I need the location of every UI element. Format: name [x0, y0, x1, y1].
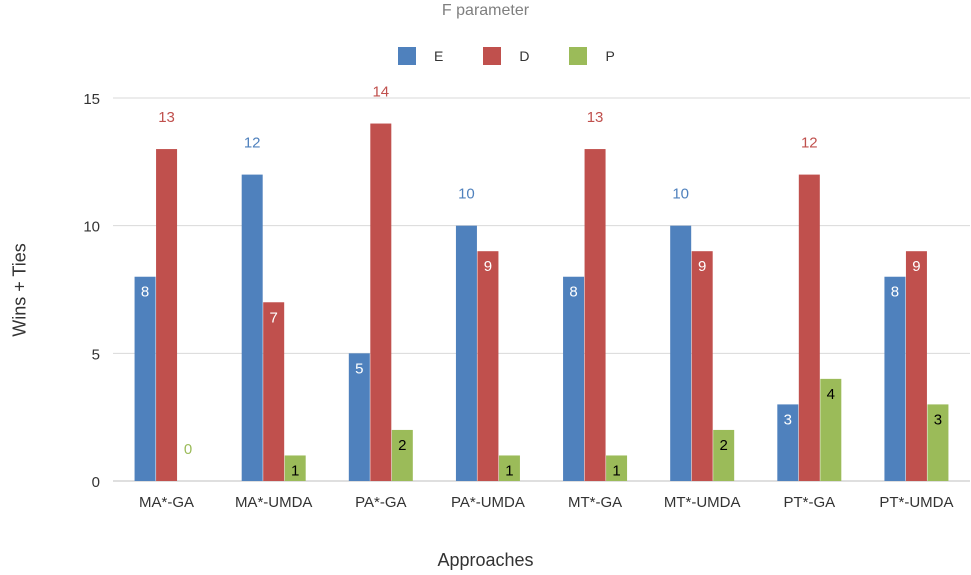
legend-swatch-d [483, 47, 502, 65]
x-tick-label: PA*-GA [355, 494, 406, 511]
data-label-e: 12 [244, 135, 261, 152]
data-label-d: 12 [801, 135, 818, 152]
bar-e [455, 225, 477, 481]
bar-p [284, 455, 306, 481]
bar-e [134, 276, 156, 481]
data-label-e: 10 [458, 186, 475, 203]
bar-e [884, 276, 906, 481]
bar-p [606, 455, 628, 481]
data-label-e: 8 [569, 284, 577, 301]
x-tick-label: PA*-UMDA [451, 494, 525, 511]
data-label-e: 8 [141, 284, 149, 301]
data-label-e: 8 [891, 284, 899, 301]
bar-d [370, 123, 392, 482]
legend-label-e: E [434, 48, 444, 64]
x-tick-label: MT*-UMDA [664, 494, 741, 511]
x-tick-label: MA*-UMDA [235, 494, 313, 511]
chart-title: F parameter [441, 2, 530, 19]
y-tick-label: 5 [92, 346, 100, 363]
x-tick-label: MT*-GA [568, 494, 622, 511]
bar-e [348, 353, 370, 481]
x-tick-label: PT*-GA [783, 494, 835, 511]
data-label-d: 9 [698, 258, 706, 275]
bar-p [391, 429, 413, 481]
legend-item-d: D [483, 47, 529, 65]
legend-swatch-e [398, 47, 416, 65]
legend-label-p: P [605, 48, 615, 64]
data-label-p: 2 [398, 437, 406, 454]
data-label-d: 13 [587, 109, 604, 126]
legend-item-e: E [398, 47, 443, 65]
data-label-p: 1 [612, 462, 620, 479]
y-tick-label: 15 [83, 91, 100, 108]
bar-p [820, 378, 842, 481]
data-label-d: 9 [484, 258, 492, 275]
data-label-p: 1 [505, 462, 513, 479]
data-label-e: 10 [672, 186, 689, 203]
legend-swatch-p [569, 47, 588, 65]
legend-label-d: D [519, 48, 530, 64]
x-tick-label: MA*-GA [139, 494, 194, 511]
y-tick-label: 10 [83, 219, 100, 236]
bar-p [713, 429, 735, 481]
data-label-d: 14 [372, 84, 389, 101]
data-label-p: 0 [184, 441, 192, 458]
data-label-p: 4 [827, 386, 835, 403]
y-axis-label: Wins + Ties [9, 243, 30, 337]
bar-d [156, 149, 178, 482]
bar-d [798, 174, 820, 481]
data-label-d: 9 [912, 258, 920, 275]
data-label-p: 3 [934, 411, 942, 428]
bar-e [777, 404, 799, 481]
bar-d [691, 251, 713, 481]
x-axis-label: Approaches [437, 550, 534, 570]
y-tick-label: 0 [92, 474, 100, 491]
data-label-p: 2 [720, 437, 728, 454]
bar-e [563, 276, 585, 481]
legend: E D P [398, 46, 655, 66]
bar-p [498, 455, 520, 481]
bar-d [584, 149, 606, 482]
data-label-e: 3 [784, 411, 792, 428]
x-tick-label: PT*-UMDA [879, 494, 953, 511]
bar-d [263, 302, 285, 481]
bar-e [241, 174, 263, 481]
bar-d [477, 251, 499, 481]
bar-e [670, 225, 692, 481]
legend-item-p: P [569, 47, 615, 65]
data-label-d: 7 [270, 309, 278, 326]
bar-p [927, 404, 949, 481]
data-label-p: 1 [291, 462, 299, 479]
data-label-d: 13 [158, 109, 175, 126]
data-label-e: 5 [355, 360, 363, 377]
bar-d [905, 251, 927, 481]
